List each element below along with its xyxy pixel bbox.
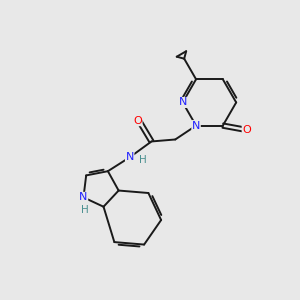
Text: O: O: [242, 124, 251, 135]
Text: O: O: [133, 116, 142, 126]
Text: N: N: [192, 121, 200, 130]
Text: H: H: [139, 155, 146, 165]
Text: N: N: [79, 192, 88, 203]
Text: N: N: [125, 152, 134, 162]
Text: H: H: [81, 205, 88, 215]
Text: N: N: [178, 98, 187, 107]
